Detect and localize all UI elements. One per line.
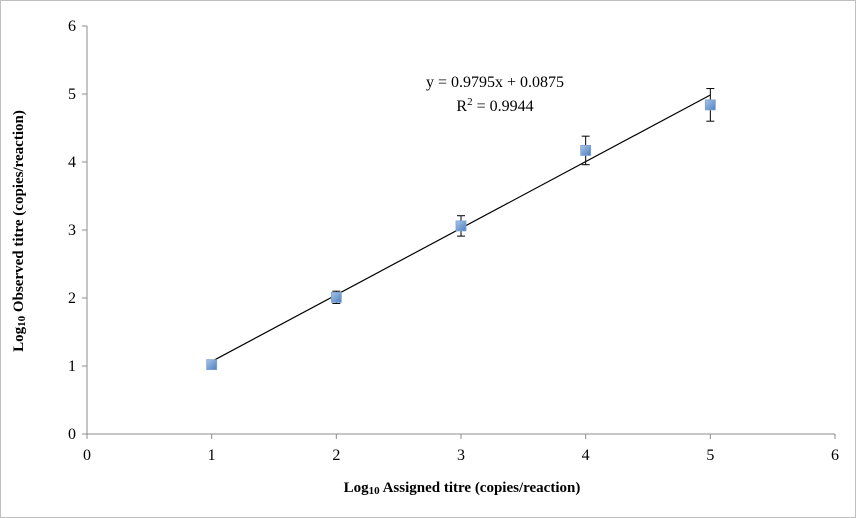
x-tick-label: 1 <box>208 447 216 464</box>
x-tick-label: 5 <box>706 447 714 464</box>
data-point <box>330 291 342 303</box>
r-squared-label: R2 = 0.9944 <box>456 96 533 115</box>
x-tick-label: 4 <box>582 447 590 464</box>
data-points <box>206 88 716 371</box>
x-axis-title: Log10 Assigned titre (copies/reaction) <box>344 480 581 497</box>
y-tick-label: 0 <box>68 426 76 443</box>
x-tick-label: 2 <box>332 447 340 464</box>
x-tick-label: 6 <box>831 447 839 464</box>
y-tick-label: 1 <box>68 358 76 375</box>
y-axis-title: Log10 Observed titre (copies/reaction) <box>11 110 28 352</box>
y-tick-label: 2 <box>68 290 76 307</box>
equation-label: y = 0.9795x + 0.0875 <box>426 74 564 91</box>
data-point <box>455 220 467 232</box>
y-tick-label: 6 <box>68 18 76 35</box>
data-point <box>580 145 592 156</box>
x-tick-label: 0 <box>83 447 91 464</box>
data-point <box>206 359 218 371</box>
axes <box>82 25 836 439</box>
y-tick-label: 4 <box>68 154 76 171</box>
x-tick-label: 3 <box>457 447 465 464</box>
y-tick-label: 5 <box>68 86 76 103</box>
y-tick-label: 3 <box>68 222 76 239</box>
tick-labels: 0 1 2 3 4 5 6 0 1 2 3 4 5 6 <box>68 18 839 464</box>
data-point <box>704 99 716 111</box>
